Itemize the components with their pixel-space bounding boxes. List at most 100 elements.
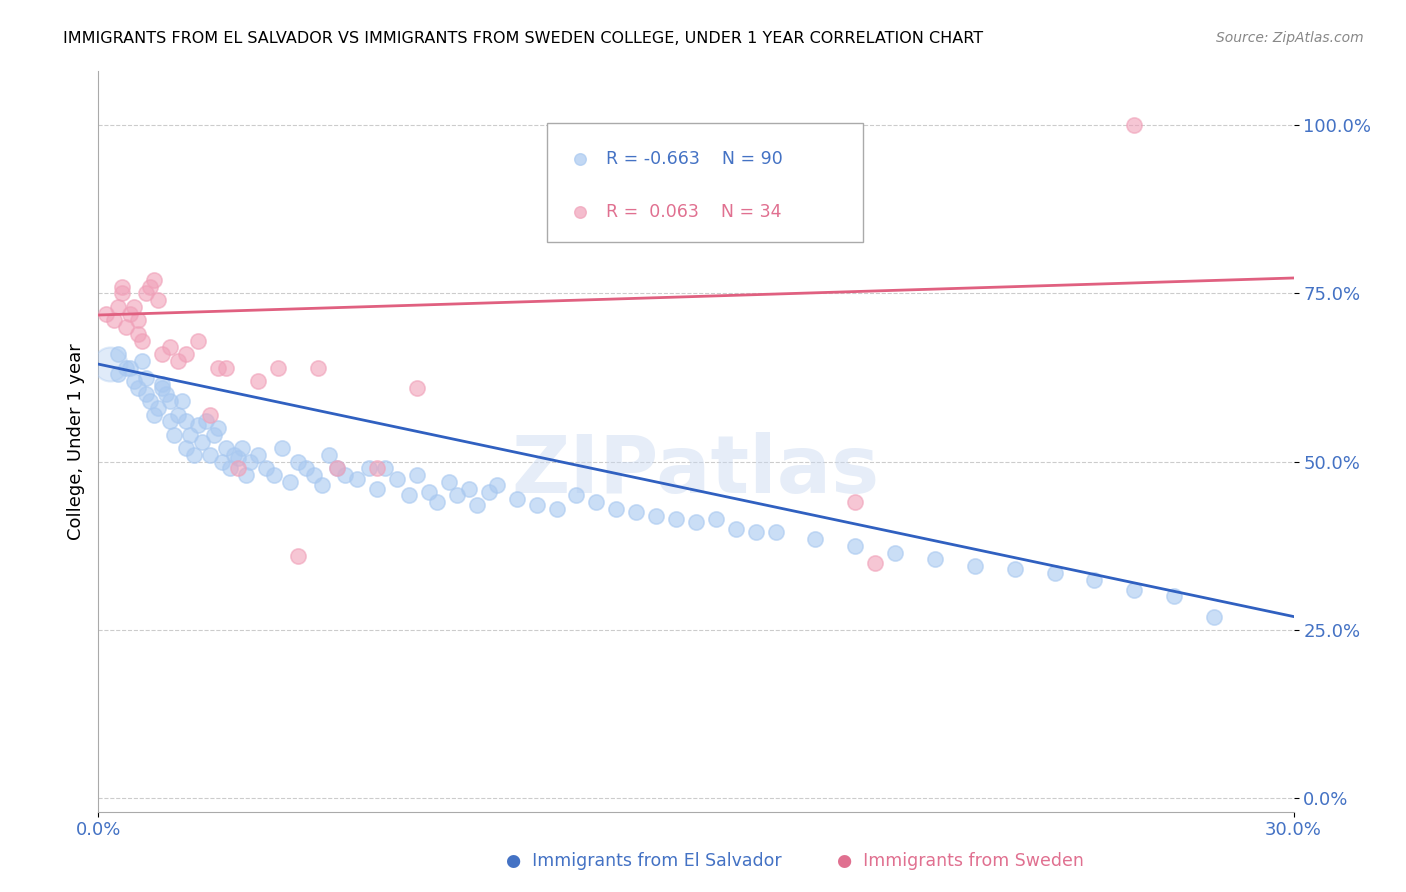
Point <box>174 414 197 428</box>
Text: ●  Immigrants from El Salvador: ● Immigrants from El Salvador <box>506 852 782 870</box>
Point <box>195 414 218 428</box>
Point <box>335 468 357 483</box>
Point <box>366 461 388 475</box>
Point <box>585 495 607 509</box>
Point <box>804 532 827 546</box>
Point <box>398 488 420 502</box>
Point <box>211 455 233 469</box>
Point <box>963 559 986 574</box>
Point <box>135 387 157 401</box>
Point <box>143 273 166 287</box>
Point <box>765 525 787 540</box>
Point <box>150 377 173 392</box>
Point <box>103 313 125 327</box>
Point <box>222 448 245 462</box>
Text: ZIPatlas: ZIPatlas <box>512 432 880 510</box>
Point <box>159 394 181 409</box>
Point <box>565 488 588 502</box>
Point <box>294 461 316 475</box>
Point <box>239 455 262 469</box>
Point <box>207 360 229 375</box>
Text: R =  0.063    N = 34: R = 0.063 N = 34 <box>606 203 782 221</box>
Point <box>844 495 866 509</box>
Point <box>346 472 368 486</box>
Text: ●  Immigrants from Sweden: ● Immigrants from Sweden <box>837 852 1084 870</box>
Point <box>98 357 122 371</box>
Point <box>1123 582 1146 597</box>
Point <box>124 300 146 314</box>
Point <box>135 370 157 384</box>
Point <box>187 334 209 348</box>
Point <box>148 401 170 415</box>
Point <box>326 461 349 475</box>
Point <box>215 442 238 456</box>
Point <box>326 461 349 475</box>
Point <box>426 495 449 509</box>
Point <box>406 381 429 395</box>
Point <box>174 442 197 456</box>
Point <box>174 347 197 361</box>
Point <box>446 488 468 502</box>
Point <box>187 417 209 432</box>
Point <box>263 468 285 483</box>
Point <box>107 368 129 382</box>
Point <box>115 360 138 375</box>
Point <box>704 512 727 526</box>
Text: R = -0.663    N = 90: R = -0.663 N = 90 <box>606 150 783 168</box>
Point <box>135 286 157 301</box>
Point <box>96 307 118 321</box>
Point <box>167 408 190 422</box>
Point <box>183 448 205 462</box>
Point <box>120 360 142 375</box>
Point <box>267 360 290 375</box>
Point <box>458 482 481 496</box>
Point <box>270 442 292 456</box>
Point <box>143 408 166 422</box>
Point <box>318 448 340 462</box>
Point <box>179 427 201 442</box>
Point <box>191 434 214 449</box>
Point <box>385 472 409 486</box>
Point <box>1163 590 1185 604</box>
Point <box>254 461 277 475</box>
Point <box>605 501 627 516</box>
Point <box>159 414 181 428</box>
Point <box>506 491 529 506</box>
Point <box>246 374 269 388</box>
Point <box>478 485 501 500</box>
Point <box>645 508 668 523</box>
Point <box>287 549 309 563</box>
Point <box>359 461 381 475</box>
Point <box>626 505 648 519</box>
Point <box>235 468 257 483</box>
Point <box>1004 562 1026 576</box>
Point <box>139 394 162 409</box>
Point <box>150 381 173 395</box>
Point <box>374 461 396 475</box>
Point <box>526 499 548 513</box>
Point <box>302 468 325 483</box>
Point <box>311 478 333 492</box>
Point <box>246 448 269 462</box>
Point <box>207 421 229 435</box>
Point <box>198 408 221 422</box>
Text: IMMIGRANTS FROM EL SALVADOR VS IMMIGRANTS FROM SWEDEN COLLEGE, UNDER 1 YEAR CORR: IMMIGRANTS FROM EL SALVADOR VS IMMIGRANT… <box>63 31 983 46</box>
Point <box>127 326 149 341</box>
Point <box>226 451 249 466</box>
Point <box>278 475 301 489</box>
Text: Source: ZipAtlas.com: Source: ZipAtlas.com <box>1216 31 1364 45</box>
Point <box>150 347 173 361</box>
Point <box>1083 573 1105 587</box>
Point <box>167 353 190 368</box>
Point <box>111 279 134 293</box>
Point <box>111 286 134 301</box>
Point <box>159 340 181 354</box>
Point <box>884 546 907 560</box>
Point <box>231 442 253 456</box>
Point <box>124 374 146 388</box>
Point <box>465 499 488 513</box>
Point <box>139 279 162 293</box>
Point <box>307 360 329 375</box>
Point <box>215 360 238 375</box>
Point <box>546 501 568 516</box>
